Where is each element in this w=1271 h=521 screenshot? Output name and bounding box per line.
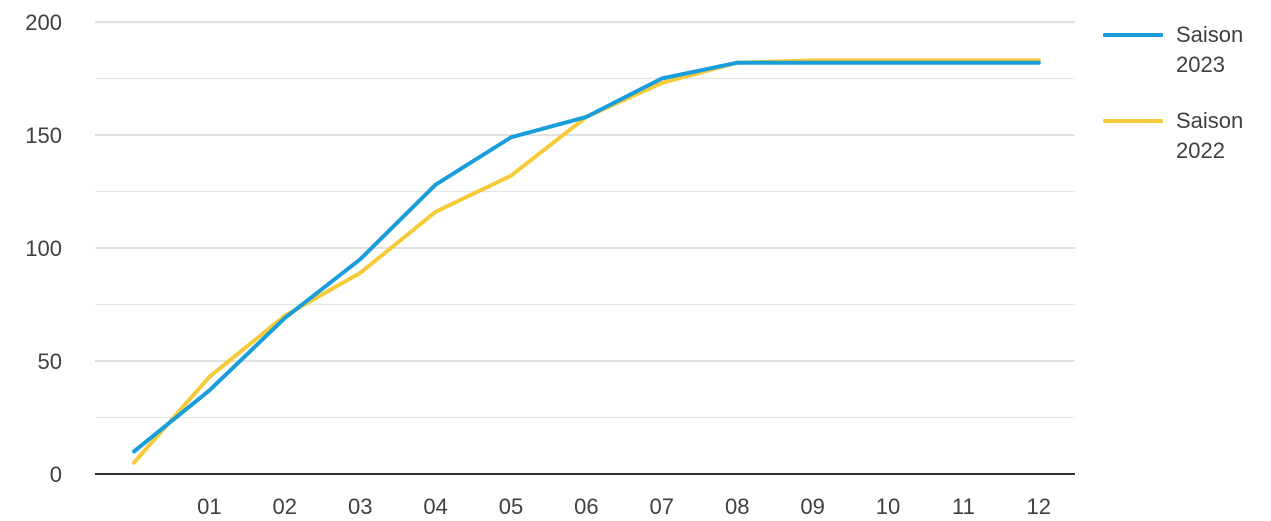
y-tick-label: 50 bbox=[38, 349, 62, 374]
x-tick-label: 01 bbox=[197, 494, 221, 519]
x-tick-label: 04 bbox=[423, 494, 447, 519]
x-axis-ticks: 01 02 03 04 05 06 07 08 09 10 11 12 bbox=[197, 494, 1051, 519]
legend-item-saison-2023: Saison 2023 bbox=[1103, 20, 1263, 106]
series-line-saison-2023 bbox=[132, 60, 1041, 454]
gridlines bbox=[95, 21, 1075, 419]
x-tick-label: 06 bbox=[574, 494, 598, 519]
x-tick-label: 10 bbox=[876, 494, 900, 519]
y-axis-ticks: 0 50 100 150 200 bbox=[25, 10, 62, 487]
y-tick-label: 200 bbox=[25, 10, 62, 35]
legend-item-saison-2022: Saison 2022 bbox=[1103, 106, 1263, 192]
legend-swatch-saison-2023 bbox=[1103, 33, 1163, 37]
legend-label-saison-2022: Saison 2022 bbox=[1176, 108, 1244, 163]
x-tick-label: 11 bbox=[952, 494, 975, 519]
x-tick-label: 09 bbox=[800, 494, 824, 519]
x-tick-label: 08 bbox=[725, 494, 749, 519]
x-tick-label: 07 bbox=[650, 494, 674, 519]
series-lines bbox=[132, 58, 1041, 465]
y-tick-label: 100 bbox=[25, 236, 62, 261]
y-tick-label: 150 bbox=[25, 123, 62, 148]
x-tick-label: 03 bbox=[348, 494, 372, 519]
x-tick-label: 02 bbox=[273, 494, 297, 519]
y-tick-label: 0 bbox=[50, 462, 62, 487]
x-tick-label: 12 bbox=[1027, 494, 1051, 519]
legend-swatch-saison-2022 bbox=[1103, 119, 1163, 123]
x-tick-label: 05 bbox=[499, 494, 523, 519]
legend: Saison 2023 Saison 2022 bbox=[1103, 20, 1263, 192]
series-line-saison-2022 bbox=[132, 58, 1041, 465]
legend-label-saison-2023: Saison 2023 bbox=[1176, 22, 1244, 77]
